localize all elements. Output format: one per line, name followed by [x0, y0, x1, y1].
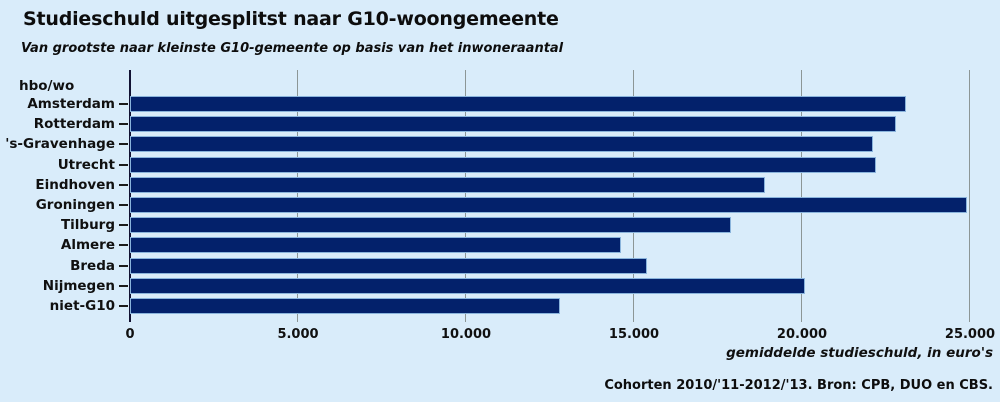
chart-title: Studieschuld uitgesplitst naar G10-woong…	[23, 8, 559, 30]
x-tick-label-20000: 20.000	[776, 327, 828, 342]
gridline-25000	[969, 70, 970, 322]
gridline-10000	[465, 70, 466, 322]
category-tick	[119, 103, 128, 105]
bar-almere	[130, 237, 621, 254]
category-tick	[119, 163, 128, 166]
x-tick-label-10000: 10.000	[440, 327, 492, 342]
gridline-5000	[297, 70, 298, 322]
bar-nijmegen	[130, 277, 806, 294]
bar-niet-g10	[130, 298, 561, 314]
category-label-almere: Almere	[60, 237, 115, 254]
category-label-utrecht: Utrecht	[57, 156, 115, 173]
category-label-eindhoven: Eindhoven	[35, 176, 115, 193]
bar-eindhoven	[130, 176, 766, 193]
category-label--s-gravenhage: 's-Gravenhage	[5, 136, 115, 153]
category-label-rotterdam: Rotterdam	[33, 116, 115, 133]
chart-subtitle: Van grootste naar kleinste G10-gemeente …	[21, 41, 564, 56]
bar-groningen	[130, 197, 967, 213]
x-tick-label-5000: 5.000	[277, 327, 319, 342]
source-note: Cohorten 2010/'11-2012/'13. Bron: CPB, D…	[604, 378, 993, 393]
gridline-20000	[801, 70, 802, 322]
category-tick	[119, 284, 128, 287]
category-label-amsterdam: Amsterdam	[27, 96, 115, 112]
category-tick	[119, 204, 128, 206]
category-label-nijmegen: Nijmegen	[42, 277, 115, 294]
category-tick	[119, 305, 128, 307]
bar-utrecht	[130, 156, 876, 173]
bar--s-gravenhage	[130, 136, 873, 153]
x-tick-label-25000: 25.000	[944, 327, 996, 342]
category-label-niet-g10: niet-G10	[49, 298, 115, 314]
category-label-tilburg: Tilburg	[60, 217, 115, 234]
bar-breda	[130, 257, 648, 274]
bar-rotterdam	[130, 116, 897, 133]
y-axis-line	[129, 70, 131, 322]
category-tick	[119, 244, 128, 247]
category-tick	[119, 143, 128, 146]
plot-area	[129, 70, 970, 322]
group-label-hbo-wo: hbo/wo	[19, 78, 75, 94]
category-tick	[119, 264, 128, 267]
x-tick-label-15000: 15.000	[608, 327, 660, 342]
category-label-groningen: Groningen	[35, 197, 115, 213]
bar-tilburg	[130, 217, 732, 234]
x-axis-label: gemiddelde studieschuld, in euro's	[726, 345, 993, 361]
category-tick	[119, 123, 128, 126]
category-label-breda: Breda	[70, 257, 115, 274]
category-tick	[119, 183, 128, 186]
category-tick	[119, 224, 128, 227]
x-tick-label-0: 0	[125, 327, 135, 342]
gridline-15000	[633, 70, 634, 322]
bar-amsterdam	[130, 96, 907, 112]
